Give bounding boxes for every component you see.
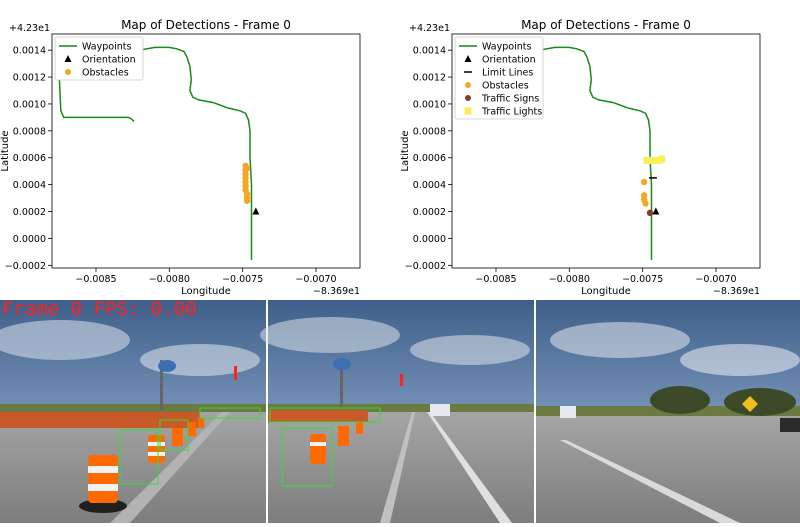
- y-offset-label: +4.23e1: [409, 23, 450, 34]
- y-offset-label: +4.23e1: [9, 23, 50, 34]
- traffic-lights-point: [658, 155, 666, 163]
- traffic-lights-point: [649, 156, 657, 164]
- x-tick-label: −0.0085: [475, 274, 516, 285]
- legend-label: Orientation: [82, 55, 136, 66]
- legend-box: [454, 36, 544, 120]
- traffic-signs-point: [646, 209, 654, 217]
- map-panel-left: Map of Detections - Frame 0 −0.0085 −0.008…: [0, 18, 361, 297]
- y-tick-label: 0.0002: [413, 207, 446, 218]
- x-tick-label: −0.0075: [622, 274, 663, 285]
- legend-swatch: [464, 107, 472, 115]
- camera-view-right: [536, 300, 800, 523]
- y-tick-label: 0.0008: [413, 126, 446, 137]
- x-tick-label: −0.0080: [149, 274, 190, 285]
- y-tick-label: 0.0006: [413, 153, 446, 164]
- chart-title: Map of Detections - Frame 0: [521, 18, 691, 32]
- x-tick-label: −0.0070: [695, 274, 736, 285]
- cone-medium: [148, 435, 165, 463]
- legend-label: Traffic Signs: [481, 94, 539, 105]
- legend-swatch: [64, 55, 72, 62]
- y-tick-label: 0.0000: [13, 234, 46, 245]
- x-offset-label: −8.369e1: [713, 286, 760, 297]
- waypoints-start-line: [58, 50, 135, 122]
- y-axis-label: Latitude: [400, 130, 411, 171]
- map-panel-right: Map of Detections - Frame 0 −0.0085 −0.008…: [400, 18, 761, 297]
- legend-label: Obstacles: [482, 81, 529, 92]
- y-tick-label: 0.0004: [413, 180, 446, 191]
- y-tick-label: 0.0010: [13, 99, 46, 110]
- obstacles-point: [642, 200, 649, 207]
- legend-label: Waypoints: [82, 42, 131, 53]
- y-tick-label: 0.0014: [413, 46, 446, 57]
- legend-label: Traffic Lights: [481, 107, 542, 118]
- y-tick-label: −0.0002: [405, 261, 446, 272]
- y-tick-label: 0.0004: [13, 180, 46, 191]
- camera-strip: Frame 0 FPS: 0.00: [0, 298, 800, 523]
- frame-fps-label: Frame 0 FPS: 0.00: [2, 298, 197, 320]
- x-tick-label: −0.0070: [295, 274, 336, 285]
- y-tick-label: 0.0014: [13, 46, 46, 57]
- x-tick-label: −0.0080: [549, 274, 590, 285]
- legend-box: [54, 36, 144, 81]
- x-axis-label: Longitude: [581, 286, 631, 297]
- y-tick-label: 0.0012: [413, 73, 446, 84]
- camera-view-left: [0, 300, 266, 523]
- legend-swatch: [465, 95, 471, 101]
- y-tick-label: 0.0008: [13, 126, 46, 137]
- legend-label: Waypoints: [482, 42, 531, 53]
- obstacles-point: [640, 178, 648, 186]
- legend-swatch: [465, 82, 471, 88]
- camera-view-center: [260, 300, 534, 523]
- y-tick-label: −0.0002: [5, 261, 46, 272]
- y-tick-label: 0.0006: [13, 153, 46, 164]
- legend-label: Orientation: [482, 55, 536, 66]
- x-offset-label: −8.369e1: [313, 286, 360, 297]
- obstacles-point: [243, 197, 251, 204]
- y-tick-label: 0.0012: [13, 73, 46, 84]
- orientation-marker: [652, 207, 660, 215]
- obstacles-point: [243, 165, 251, 172]
- y-axis-label: Latitude: [0, 130, 11, 171]
- orientation-marker: [252, 207, 260, 215]
- cone-large: [79, 455, 127, 513]
- legend-label: Limit Lines: [482, 68, 533, 79]
- legend-label: Obstacles: [82, 68, 129, 79]
- legend-swatch: [464, 55, 472, 62]
- x-tick-label: −0.0085: [75, 274, 116, 285]
- detection-plots: Map of Detections - Frame 0 −0.0085 −0.008…: [0, 18, 761, 297]
- camera-views: [0, 300, 800, 523]
- y-tick-label: 0.0002: [13, 207, 46, 218]
- x-axis-label: Longitude: [181, 286, 231, 297]
- traffic-lights-point: [643, 156, 651, 164]
- y-tick-label: 0.0000: [413, 234, 446, 245]
- legend-swatch: [65, 69, 71, 75]
- y-tick-label: 0.0010: [413, 99, 446, 110]
- x-tick-label: −0.0075: [222, 274, 263, 285]
- chart-title: Map of Detections - Frame 0: [121, 18, 291, 32]
